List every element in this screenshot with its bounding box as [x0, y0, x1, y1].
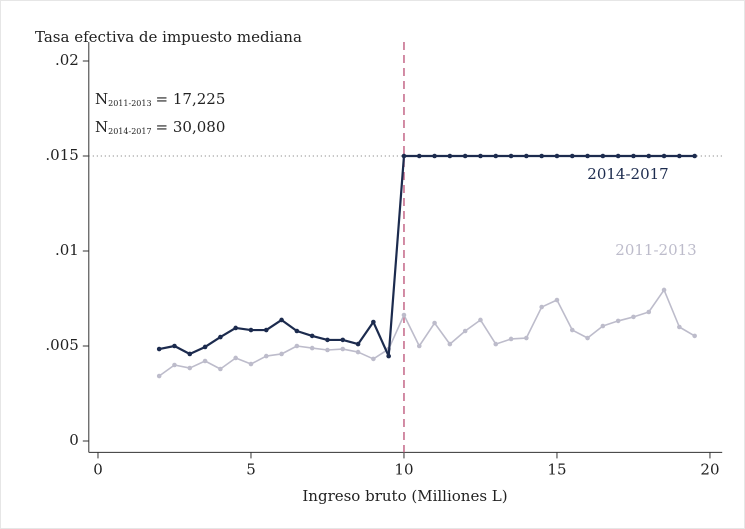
point	[187, 351, 193, 357]
point	[386, 353, 391, 359]
point	[478, 153, 483, 159]
point	[692, 333, 697, 339]
point	[371, 319, 376, 325]
point	[646, 153, 652, 159]
y-tick-label: .01	[55, 241, 79, 259]
point	[187, 365, 193, 371]
annotation-symbol: N	[95, 90, 108, 108]
point	[172, 362, 177, 368]
point	[554, 297, 560, 303]
point	[416, 153, 422, 159]
x-tick-label: 5	[246, 460, 256, 478]
point	[661, 287, 667, 293]
series-label: 2011-2013	[615, 241, 696, 259]
point	[218, 334, 223, 340]
point	[325, 337, 330, 343]
point	[340, 337, 346, 343]
point	[202, 358, 208, 364]
y-tick-label: .015	[45, 146, 78, 164]
point	[524, 335, 529, 341]
point	[340, 346, 346, 352]
point	[309, 345, 315, 351]
point	[493, 153, 499, 159]
point	[294, 343, 300, 349]
point	[661, 153, 667, 159]
point	[585, 153, 590, 159]
point	[233, 355, 238, 361]
point	[539, 153, 544, 159]
point	[248, 361, 254, 367]
annotation: N2011-2013 = 17,225	[95, 90, 225, 108]
point	[600, 323, 606, 329]
point	[600, 153, 606, 159]
point	[279, 317, 284, 323]
x-tick-label: 15	[547, 460, 566, 478]
x-tick-label: 20	[700, 460, 719, 478]
point	[585, 335, 590, 341]
point	[692, 153, 697, 159]
point	[493, 341, 499, 347]
annotation: N2014-2017 = 30,080	[95, 118, 225, 136]
point	[202, 344, 208, 350]
x-tick-label: 0	[93, 460, 103, 478]
point	[309, 333, 315, 339]
point	[401, 153, 407, 159]
point	[462, 153, 468, 159]
chart-title: Tasa efectiva de impuesto mediana	[35, 28, 302, 46]
annotation-subscript: 2011-2013	[108, 99, 151, 108]
annotation-symbol: N	[95, 118, 108, 136]
series-line	[158, 154, 695, 358]
point	[172, 343, 177, 349]
point	[569, 327, 575, 333]
y-tick-label: 0	[69, 431, 79, 449]
point	[325, 347, 330, 353]
point	[677, 153, 682, 159]
point	[371, 356, 376, 362]
point	[401, 312, 407, 318]
point	[263, 327, 269, 333]
point	[569, 153, 575, 159]
point	[416, 343, 422, 349]
point	[279, 351, 284, 357]
point	[248, 327, 254, 333]
point	[218, 366, 223, 372]
point	[294, 328, 300, 334]
point	[508, 336, 514, 342]
point	[508, 153, 514, 159]
y-tick-label: .02	[55, 51, 79, 69]
point	[677, 324, 682, 330]
point	[432, 320, 437, 326]
annotation-value: = 30,080	[156, 118, 226, 136]
point	[554, 153, 560, 159]
point	[233, 325, 238, 331]
point	[478, 317, 483, 323]
series-line	[158, 289, 696, 377]
x-tick-label: 10	[394, 460, 413, 478]
point	[156, 346, 162, 352]
point	[615, 153, 621, 159]
point	[156, 373, 162, 379]
point	[355, 349, 361, 355]
x-axis-label: Ingreso bruto (Milliones L)	[302, 487, 507, 505]
point	[263, 353, 269, 359]
point	[615, 318, 621, 324]
point	[355, 341, 361, 347]
point	[447, 153, 453, 159]
point	[631, 314, 636, 320]
annotation-value: = 17,225	[156, 90, 226, 108]
point	[462, 328, 468, 334]
point	[539, 304, 544, 310]
point	[646, 309, 652, 315]
point	[432, 153, 437, 159]
point	[631, 153, 636, 159]
annotation-subscript: 2014-2017	[108, 127, 151, 136]
point	[447, 341, 453, 347]
y-tick-label: .005	[45, 336, 78, 354]
series-label: 2014-2017	[587, 165, 668, 183]
point	[524, 153, 529, 159]
